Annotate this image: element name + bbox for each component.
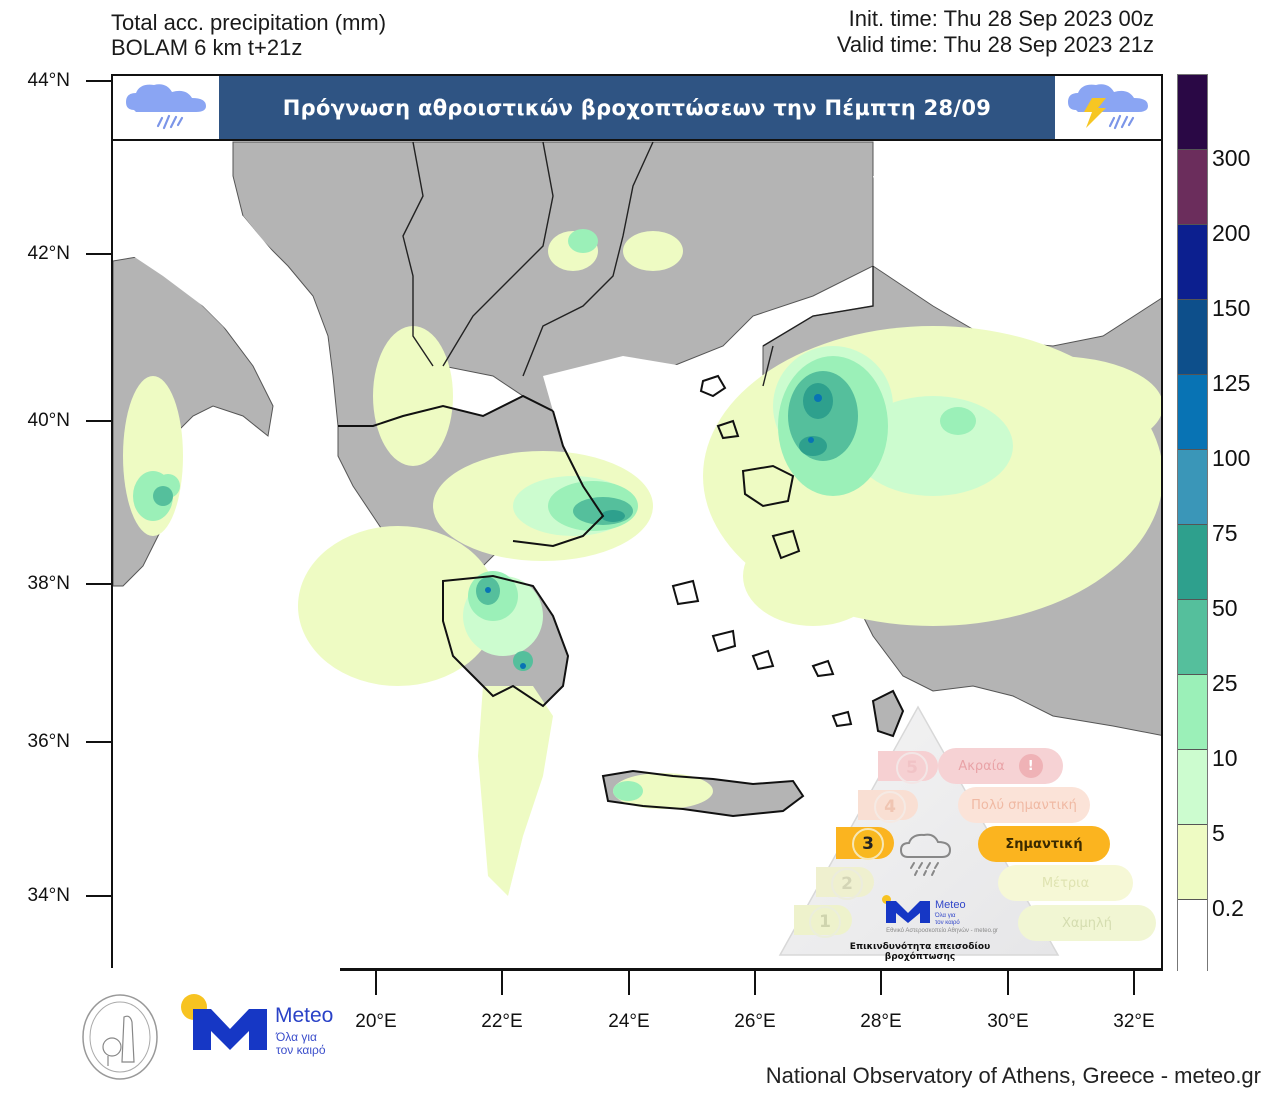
- lat-label: 44°N: [27, 70, 70, 91]
- risk-number: 3: [852, 828, 884, 860]
- colorbar-label: 5: [1212, 820, 1225, 846]
- colorbar-label: 300: [1212, 145, 1251, 171]
- precipitation-map: [111, 74, 1163, 970]
- colorbar-label: 25: [1212, 670, 1238, 696]
- risk-level-label: Πολύ σημαντική: [971, 797, 1077, 813]
- tagline-line: Όλα για: [276, 1030, 317, 1044]
- colorbar-label: 10: [1212, 745, 1238, 771]
- lat-tick: [86, 583, 111, 585]
- meteo-logo-mark: [886, 901, 930, 923]
- meteo-tagline: Όλα για τον καιρό: [276, 1031, 326, 1057]
- risk-level-4: Πολύ σημαντική: [958, 787, 1090, 823]
- colorbar-segment: [1178, 750, 1207, 825]
- chart-title: Total acc. precipitation (mm) BOLAM 6 km…: [111, 10, 386, 60]
- risk-number: 2: [831, 868, 863, 900]
- lon-label: 28°E: [860, 1011, 902, 1032]
- lon-tick: [501, 970, 503, 995]
- lat-tick: [86, 741, 111, 743]
- tagline-line: τον καιρό: [276, 1043, 326, 1057]
- lon-label: 22°E: [481, 1011, 523, 1032]
- lat-label: 34°N: [27, 885, 70, 906]
- title-variable: Total acc. precipitation (mm): [111, 10, 387, 35]
- noa-seal-logo: [82, 994, 158, 1080]
- title-model: BOLAM 6 km t+21z: [111, 35, 303, 60]
- colorbar-segment: [1178, 525, 1207, 600]
- risk-number: 5: [896, 752, 928, 784]
- lat-label: 38°N: [27, 573, 70, 594]
- colorbar-segment: [1178, 600, 1207, 675]
- risk-level-1: Χαμηλή: [1018, 905, 1156, 941]
- lat-tick: [86, 80, 111, 82]
- colorbar-segment: [1178, 375, 1207, 450]
- lat-tick: [86, 895, 111, 897]
- valid-time: Valid time: Thu 28 Sep 2023 21z: [836, 32, 1154, 57]
- colorbar-segment: [1178, 300, 1207, 375]
- risk-level-label: Χαμηλή: [1062, 915, 1112, 931]
- time-info: Init. time: Thu 28 Sep 2023 00z Valid ti…: [837, 6, 1154, 58]
- colorbar-segment: [1178, 450, 1207, 525]
- rain-cloud-outline-icon: [899, 833, 952, 876]
- lon-tick: [628, 970, 630, 995]
- tagline-line: Όλα για: [935, 913, 956, 919]
- colorbar-segment: [1178, 675, 1207, 750]
- risk-level-5: Ακραία !: [938, 748, 1063, 784]
- risk-level-2: Μέτρια: [998, 865, 1133, 901]
- x-axis-line: [340, 969, 1163, 971]
- colorbar-label: 100: [1212, 445, 1251, 471]
- lon-label: 24°E: [608, 1011, 650, 1032]
- colorbar-segment: [1178, 150, 1207, 225]
- colorbar-label: 125: [1212, 370, 1251, 396]
- lon-tick: [375, 970, 377, 995]
- meteo-m-logo: [193, 1009, 267, 1050]
- colorbar-segment: [1178, 225, 1207, 300]
- lon-label: 32°E: [1113, 1011, 1155, 1032]
- meteo-logo-name: Meteo: [935, 899, 966, 911]
- risk-number: 4: [874, 791, 906, 823]
- lon-tick: [1007, 970, 1009, 995]
- map-canvas: [113, 141, 1161, 896]
- risk-pyramid: Ακραία ! Πολύ σημαντική Σημαντική Μέτρια…: [778, 703, 1156, 962]
- meteo-logo-text: Meteo: [275, 1004, 334, 1027]
- meteo-credit: Εθνικό Αστεροσκοπείο Αθηνών - meteo.gr: [886, 928, 998, 934]
- lon-tick: [1133, 970, 1135, 995]
- lat-tick: [86, 420, 111, 422]
- lon-label: 30°E: [987, 1011, 1029, 1032]
- colorbar-label: 150: [1212, 295, 1251, 321]
- thunderstorm-cloud-icon: [1055, 76, 1161, 139]
- lon-label: 26°E: [734, 1011, 776, 1032]
- colorbar-label: 50: [1212, 595, 1238, 621]
- colorbar-segment: [1178, 825, 1207, 900]
- title-banner: Πρόγνωση αθροιστικών βροχοπτώσεων την Πέ…: [111, 74, 1163, 141]
- colorbar-label: 75: [1212, 520, 1238, 546]
- lat-tick: [86, 253, 111, 255]
- colorbar-segment: [1178, 75, 1207, 150]
- risk-number: 1: [809, 906, 841, 938]
- lat-label: 36°N: [27, 731, 70, 752]
- lat-label: 42°N: [27, 243, 70, 264]
- risk-level-label: Σημαντική: [1005, 836, 1083, 852]
- colorbar-label: 0.2: [1212, 895, 1244, 921]
- colorbar-label: 200: [1212, 220, 1251, 246]
- colorbar-segment: [1178, 900, 1207, 972]
- rain-cloud-icon: [113, 76, 219, 139]
- lon-tick: [880, 970, 882, 995]
- init-time: Init. time: Thu 28 Sep 2023 00z: [848, 6, 1154, 31]
- risk-level-label: Ακραία: [958, 758, 1005, 774]
- exclamation-icon: !: [1018, 754, 1043, 778]
- lon-tick: [754, 970, 756, 995]
- risk-level-label: Μέτρια: [1041, 875, 1090, 891]
- risk-level-3: Σημαντική: [978, 826, 1110, 862]
- meteo-logo-tagline: Όλα για τον καιρό: [935, 913, 960, 927]
- lat-label: 40°N: [27, 410, 70, 431]
- footer-credit: National Observatory of Athens, Greece -…: [765, 1063, 1261, 1088]
- meteo-logo-sun: [882, 895, 891, 904]
- lon-label: 20°E: [355, 1011, 397, 1032]
- pyramid-title: Επικινδυνότητα επεισοδίου βροχόπτωσης: [849, 942, 991, 962]
- tagline-line: τον καιρό: [935, 920, 960, 926]
- frame-gap: [100, 968, 340, 974]
- colorbar: [1177, 74, 1208, 972]
- banner-text: Πρόγνωση αθροιστικών βροχοπτώσεων την Πέ…: [219, 76, 1055, 139]
